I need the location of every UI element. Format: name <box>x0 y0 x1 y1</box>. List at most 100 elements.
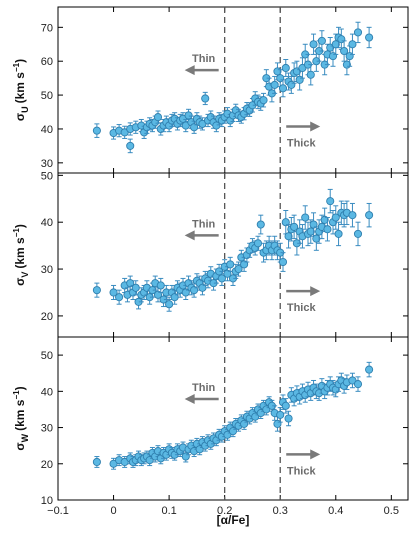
data-point <box>365 211 374 220</box>
data-point <box>284 414 293 423</box>
thin-arrow-head <box>184 65 195 76</box>
y-tick-label: 50 <box>41 170 53 182</box>
data-point <box>109 459 118 468</box>
data-point <box>223 269 232 278</box>
data-point <box>92 457 101 467</box>
thin-label: Thin <box>192 53 215 65</box>
panel-0: 30 40 50 60 70 σU(km s−1) Thin Thick <box>12 6 409 174</box>
panel-2: 10 20 30 40 50 −0.1 0 0.1 0.2 0.3 0.4 0.5 σW(km s−1)… <box>12 336 409 517</box>
data-point <box>256 220 265 229</box>
data-point <box>326 197 335 206</box>
data-point <box>92 286 101 295</box>
data-point <box>348 40 357 49</box>
data-point <box>309 40 318 49</box>
data-point <box>115 293 124 302</box>
y-tick-label: 30 <box>41 423 53 435</box>
data-point <box>153 113 163 122</box>
y-tick-label: 20 <box>41 459 53 471</box>
data-point <box>281 218 290 227</box>
y-tick-label: 20 <box>41 311 53 323</box>
data-point <box>309 220 318 229</box>
y-tick-label: 10 <box>41 495 53 507</box>
data-point <box>281 401 290 410</box>
data-point <box>290 222 299 231</box>
data-point <box>278 84 288 93</box>
data-point <box>348 376 357 385</box>
y-axis-label: σW(km s−1) <box>12 386 30 450</box>
thick-arrow-head <box>310 449 321 460</box>
data-point <box>334 229 343 238</box>
data-point <box>126 279 135 288</box>
data-point <box>348 211 357 220</box>
x-tick-label: 0.1 <box>161 505 176 517</box>
data-point <box>153 290 163 299</box>
data-point <box>276 410 285 419</box>
x-tick-label: −0.1 <box>47 505 69 517</box>
data-point <box>365 365 374 374</box>
data-point <box>234 265 243 274</box>
data-point <box>270 80 279 89</box>
data-point <box>190 123 199 132</box>
x-axis-label: [α/Fe] <box>217 513 250 527</box>
data-point <box>353 380 363 389</box>
data-point <box>201 94 210 103</box>
plot-frame <box>57 336 409 501</box>
x-tick-label: 0.3 <box>273 505 288 517</box>
data-point <box>281 63 290 73</box>
y-tick-label: 60 <box>41 56 53 68</box>
y-tick-label: 70 <box>41 22 53 34</box>
x-tick-label: 0.2 <box>217 505 232 517</box>
data-point <box>253 239 263 248</box>
data-point <box>156 281 165 290</box>
plot-frame <box>57 172 409 338</box>
y-axis-label: σU(km s−1) <box>12 59 30 121</box>
data-point <box>126 141 135 150</box>
data-point <box>365 33 374 42</box>
data-point <box>92 126 101 135</box>
data-point <box>109 288 118 297</box>
data-point <box>120 457 129 467</box>
data-point <box>317 36 326 45</box>
data-point <box>353 229 363 238</box>
data-point <box>284 232 293 241</box>
data-point <box>306 227 315 236</box>
data-point <box>212 121 221 130</box>
data-point <box>165 300 174 309</box>
x-tick-label: 0.5 <box>384 505 399 517</box>
y-tick-label: 40 <box>41 386 53 398</box>
y-tick-label: 30 <box>41 158 53 170</box>
thin-arrow-head <box>184 393 195 404</box>
data-point <box>181 288 190 297</box>
y-tick-label: 40 <box>41 124 53 136</box>
panel-1: 20 30 40 50 σV(km s−1) Thin Thick <box>12 170 409 338</box>
x-tick-label: 0.4 <box>328 505 343 517</box>
data-point <box>217 274 226 283</box>
y-axis-label: σV(km s−1) <box>12 224 30 286</box>
data-point <box>340 46 349 56</box>
thick-arrow-head <box>310 121 321 132</box>
data-point <box>259 96 268 105</box>
data-point <box>331 213 340 222</box>
data-point <box>320 215 329 224</box>
data-point <box>323 225 332 234</box>
data-point <box>331 40 340 49</box>
data-point <box>301 213 310 222</box>
y-tick-label: 50 <box>41 90 53 102</box>
thick-label: Thick <box>287 465 317 477</box>
y-tick-label: 30 <box>41 264 53 276</box>
thin-label: Thin <box>192 218 215 230</box>
thick-label: Thick <box>287 302 317 314</box>
data-point <box>278 257 288 267</box>
data-point <box>240 260 249 269</box>
data-point <box>226 260 235 269</box>
data-point <box>306 70 315 79</box>
thick-label: Thick <box>287 138 317 150</box>
thin-label: Thin <box>192 382 215 394</box>
y-tick-label: 50 <box>41 350 53 362</box>
data-point <box>131 283 140 292</box>
thin-arrow-head <box>184 230 195 241</box>
thick-arrow-head <box>310 286 321 297</box>
data-point <box>184 111 193 120</box>
data-point <box>353 28 363 37</box>
